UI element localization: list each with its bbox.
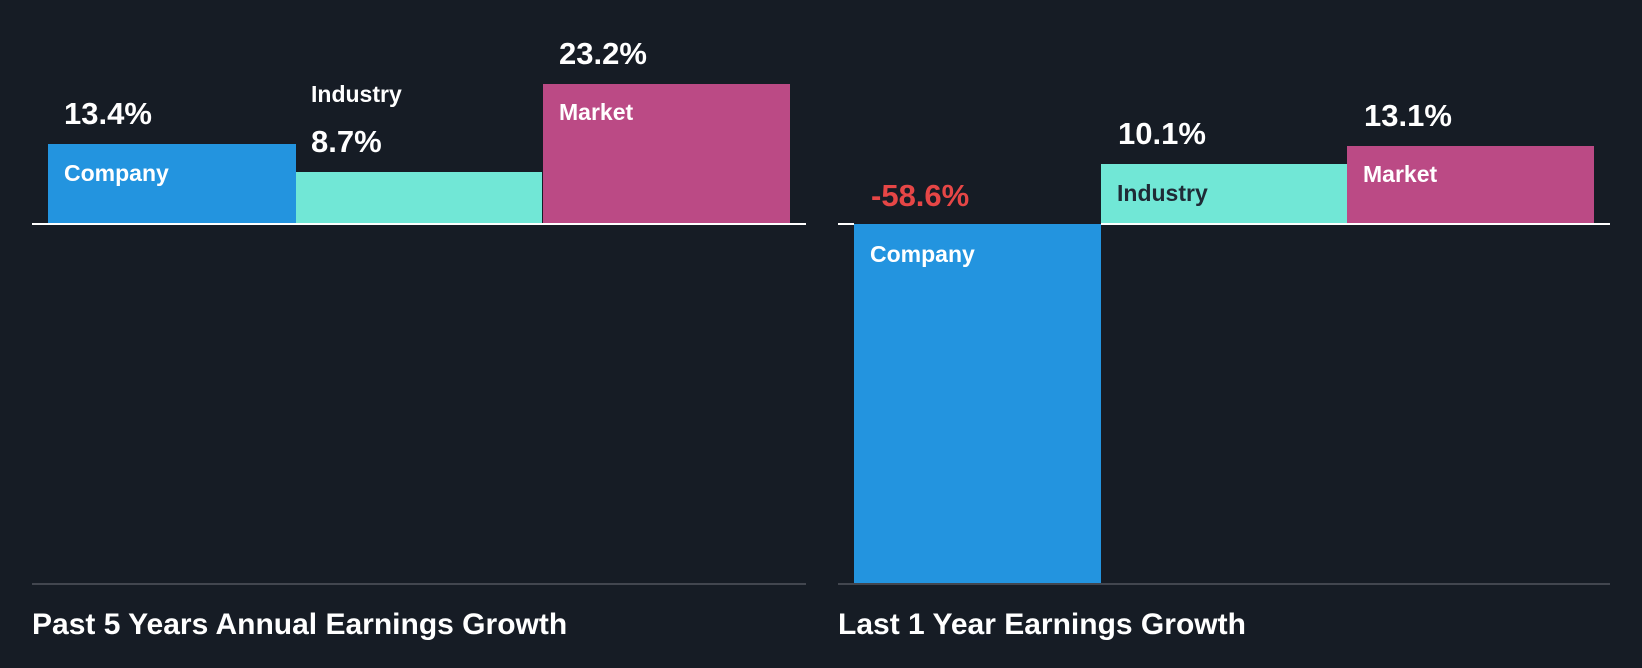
zero-baseline bbox=[1101, 223, 1610, 225]
zero-baseline bbox=[838, 223, 854, 225]
bottom-axis-line bbox=[32, 583, 806, 585]
market-bar-label: Market bbox=[559, 99, 634, 125]
company-bar-label: Company bbox=[870, 241, 975, 267]
market-value-label: 13.1% bbox=[1364, 98, 1452, 133]
market-bar: Market bbox=[1347, 146, 1594, 224]
zero-baseline bbox=[32, 223, 806, 225]
industry-bar-label: Industry bbox=[1117, 180, 1208, 206]
company-bar: Company bbox=[48, 144, 296, 224]
industry-value-label: 8.7% bbox=[311, 124, 382, 159]
industry-bar: Industry bbox=[1101, 164, 1347, 224]
chart-title: Past 5 Years Annual Earnings Growth bbox=[32, 608, 568, 641]
market-bar-label: Market bbox=[1363, 161, 1438, 187]
industry-bar bbox=[296, 172, 542, 224]
bottom-axis-line bbox=[838, 583, 1610, 585]
chart-title: Last 1 Year Earnings Growth bbox=[838, 608, 1246, 641]
market-bar: Market bbox=[543, 84, 790, 224]
market-value-label: 23.2% bbox=[559, 36, 647, 71]
company-value-label: -58.6% bbox=[871, 178, 970, 213]
company-bar: Company bbox=[854, 224, 1101, 584]
chart-past-5-years: 13.4% Company Industry 8.7% 23.2% Market… bbox=[32, 36, 806, 641]
industry-value-label: 10.1% bbox=[1118, 116, 1206, 151]
company-bar-label: Company bbox=[64, 160, 169, 186]
company-value-label: 13.4% bbox=[64, 96, 152, 131]
industry-bar-label: Industry bbox=[311, 81, 402, 107]
